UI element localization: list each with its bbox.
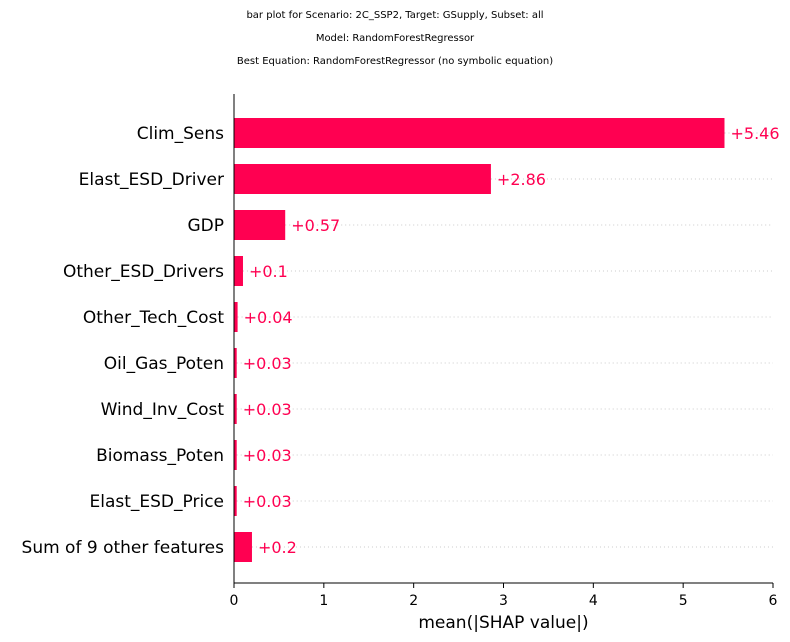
value-label: +0.1 [249, 262, 288, 281]
x-axis-label: mean(|SHAP value|) [418, 613, 588, 633]
value-label: +0.04 [244, 308, 293, 327]
bar [234, 440, 237, 470]
value-label: +5.46 [730, 124, 779, 143]
bar [234, 210, 286, 240]
category-label: Elast_ESD_Price [90, 492, 225, 512]
category-label: Other_Tech_Cost [83, 308, 224, 328]
x-tick-label: 1 [319, 593, 328, 609]
chart-title-line-3: Best Equation: RandomForestRegressor (no… [236, 56, 554, 67]
bar [234, 486, 237, 516]
value-label: +0.03 [243, 400, 292, 419]
category-label: Other_ESD_Drivers [63, 262, 224, 282]
bar [234, 532, 252, 562]
bar [234, 348, 237, 378]
value-label: +0.03 [243, 446, 292, 465]
value-label: +0.2 [258, 538, 297, 557]
category-label: Elast_ESD_Driver [79, 170, 224, 190]
category-label: Oil_Gas_Poten [104, 354, 224, 374]
x-tick-label: 0 [230, 593, 239, 609]
category-label: Wind_Inv_Cost [101, 400, 225, 420]
category-label: Biomass_Poten [96, 446, 224, 466]
x-tick-label: 6 [769, 593, 778, 609]
x-tick-label: 3 [499, 593, 508, 609]
category-label: Clim_Sens [137, 124, 224, 144]
chart-title-line-1: bar plot for Scenario: 2C_SSP2, Target: … [246, 10, 544, 21]
value-label: +2.86 [497, 170, 546, 189]
chart-title-line-2: Model: RandomForestRegressor [315, 33, 475, 44]
bar [234, 394, 237, 424]
x-tick-label: 2 [409, 593, 418, 609]
x-tick-label: 5 [679, 593, 688, 609]
bar [234, 256, 243, 286]
category-label: GDP [187, 216, 224, 236]
value-label: +0.57 [291, 216, 340, 235]
bar [234, 302, 238, 332]
category-label: Sum of 9 other features [22, 538, 225, 558]
value-label: +0.03 [243, 354, 292, 373]
value-label: +0.03 [243, 492, 292, 511]
bar [234, 118, 725, 148]
bar [234, 164, 491, 194]
x-tick-label: 4 [589, 593, 598, 609]
